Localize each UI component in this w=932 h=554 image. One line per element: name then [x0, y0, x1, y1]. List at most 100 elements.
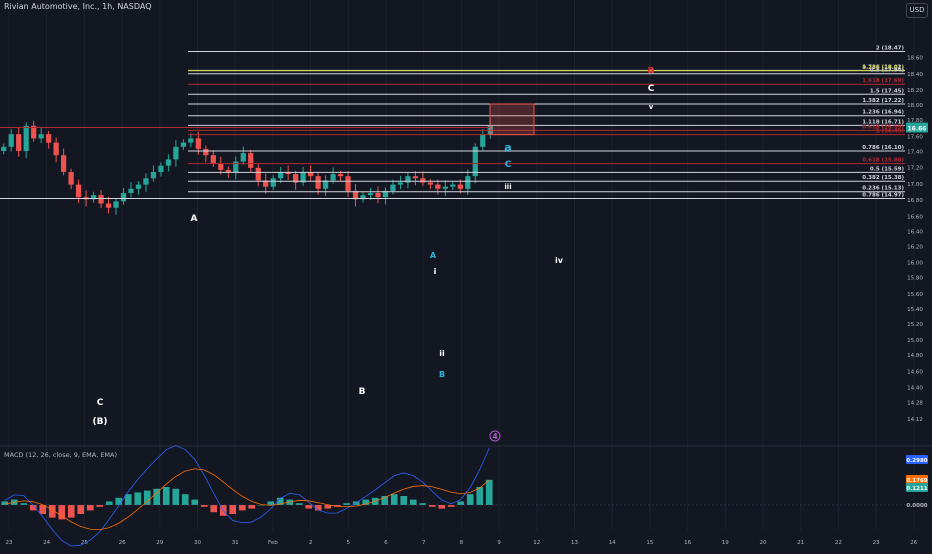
- time-tick-label: 15: [646, 540, 653, 546]
- wave-label: 4: [492, 432, 498, 441]
- macd-histogram-bar: [105, 501, 113, 505]
- candle-body: [98, 195, 104, 204]
- fib-level-label: 0.5 (17.94): [870, 68, 905, 74]
- candle-body: [442, 186, 448, 189]
- fib-level-label: 0.618 (15.80): [862, 158, 904, 164]
- wave-label: a: [647, 63, 654, 76]
- time-tick-label: 31: [232, 540, 239, 546]
- time-tick-label: 8: [460, 540, 464, 546]
- price-tick-label: 17.20: [907, 166, 923, 172]
- current-price-label: 16.66: [908, 125, 927, 132]
- candle-body: [150, 172, 157, 179]
- candle-body: [270, 178, 276, 187]
- macd-histogram-bar: [134, 492, 142, 505]
- price-tick-label: 16.00: [907, 261, 923, 267]
- price-tick-label: 15.80: [907, 276, 923, 282]
- candle-body: [225, 169, 231, 172]
- candle-body: [233, 161, 239, 172]
- candle-body: [435, 184, 441, 189]
- candle-body: [135, 184, 142, 189]
- price-tick-label: 14.28: [907, 401, 923, 407]
- wave-label: C: [505, 160, 512, 170]
- macd-histogram-bar: [181, 494, 189, 505]
- price-tick-label: 15.60: [907, 292, 923, 298]
- fib-level-label: 1 (16.49): [876, 129, 905, 135]
- candle-body: [23, 125, 29, 151]
- macd-histogram-bar: [476, 487, 484, 505]
- candle-body: [382, 190, 389, 198]
- candle-body: [472, 146, 478, 177]
- macd-indicator-label: MACD (12, 26, close, 9, EMA, EMA): [4, 451, 118, 459]
- macd-histogram-bar: [390, 494, 398, 505]
- candle-body: [248, 153, 254, 168]
- time-tick-label: 19: [722, 540, 729, 546]
- macd-histogram-bar: [39, 505, 47, 514]
- candle-body: [285, 172, 291, 175]
- macd-histogram-bar: [58, 505, 66, 520]
- macd-value-tag: [906, 475, 928, 484]
- fib-level-label: 0.382 (15.38): [862, 175, 904, 181]
- macd-histogram-bar: [124, 494, 132, 505]
- candle-body: [38, 134, 44, 139]
- candle-body: [240, 153, 246, 162]
- macd-histogram-bar: [210, 505, 218, 513]
- candle-body: [300, 172, 306, 183]
- fib-level-label: 0.5 (15.59): [870, 166, 905, 172]
- macd-histogram-bar: [200, 505, 208, 507]
- price-tick-label: 14.12: [907, 417, 923, 423]
- candle-body: [53, 142, 59, 156]
- macd-histogram-bar: [20, 503, 28, 505]
- time-tick-label: 20: [760, 540, 767, 546]
- candle-body: [322, 180, 329, 189]
- candle-body: [16, 134, 22, 151]
- fib-level-label: 0.236 (18.01): [862, 65, 904, 71]
- wave-label: B: [439, 370, 445, 379]
- price-tick-label: 15.40: [907, 307, 923, 313]
- macd-histogram-bar: [305, 505, 313, 509]
- macd-histogram-bar: [48, 505, 56, 518]
- candle-body: [352, 190, 359, 200]
- time-tick-label: 14: [609, 540, 616, 546]
- wave-label: C: [97, 398, 104, 408]
- fib-level-label: 1.786 (18.02): [862, 64, 904, 70]
- macd-value-label: 0.0000: [906, 503, 927, 509]
- candle-body: [450, 184, 456, 187]
- candle-body: [68, 172, 74, 185]
- macd-histogram-bar: [286, 499, 294, 505]
- price-tick-label: 16.40: [907, 229, 923, 235]
- candle-body: [412, 176, 419, 179]
- price-tick-label: 15.00: [907, 338, 923, 344]
- price-tick-label: 17.80: [907, 118, 923, 124]
- wave-label: B: [359, 387, 366, 397]
- candle-body: [218, 163, 224, 170]
- candle-body: [405, 176, 411, 183]
- currency-button[interactable]: USD: [906, 3, 928, 18]
- macd-histogram-bar: [419, 503, 427, 505]
- candle-body: [90, 195, 97, 200]
- price-tick-label: 17.00: [907, 182, 923, 188]
- time-tick-label: 30: [194, 540, 201, 546]
- fib-level-label: 1.118 (16.71): [862, 119, 904, 125]
- macd-histogram-bar: [324, 505, 332, 509]
- candle-body: [31, 125, 37, 139]
- price-tick-label: 14.40: [907, 386, 923, 392]
- price-tick-label: 17.40: [907, 149, 923, 155]
- wave-label: iii: [504, 183, 511, 191]
- wave-label: ii: [439, 349, 445, 358]
- candle-body: [427, 182, 433, 185]
- time-tick-label: 12: [533, 540, 540, 546]
- price-tick-label: 14.60: [907, 369, 923, 375]
- candle-body: [195, 138, 201, 149]
- macd-value-label: 0.1211: [906, 486, 927, 492]
- candle-body: [390, 184, 396, 191]
- wave-label: a: [504, 141, 511, 154]
- fib-level-label: 1.618 (17.69): [862, 78, 904, 84]
- time-tick-label: 26: [910, 540, 917, 546]
- macd-histogram-bar: [29, 505, 37, 511]
- macd-histogram-bar: [153, 488, 161, 505]
- candle-body: [263, 180, 269, 187]
- candle-body: [165, 159, 172, 166]
- time-tick-label: 23: [873, 540, 880, 546]
- candle-body: [210, 155, 216, 164]
